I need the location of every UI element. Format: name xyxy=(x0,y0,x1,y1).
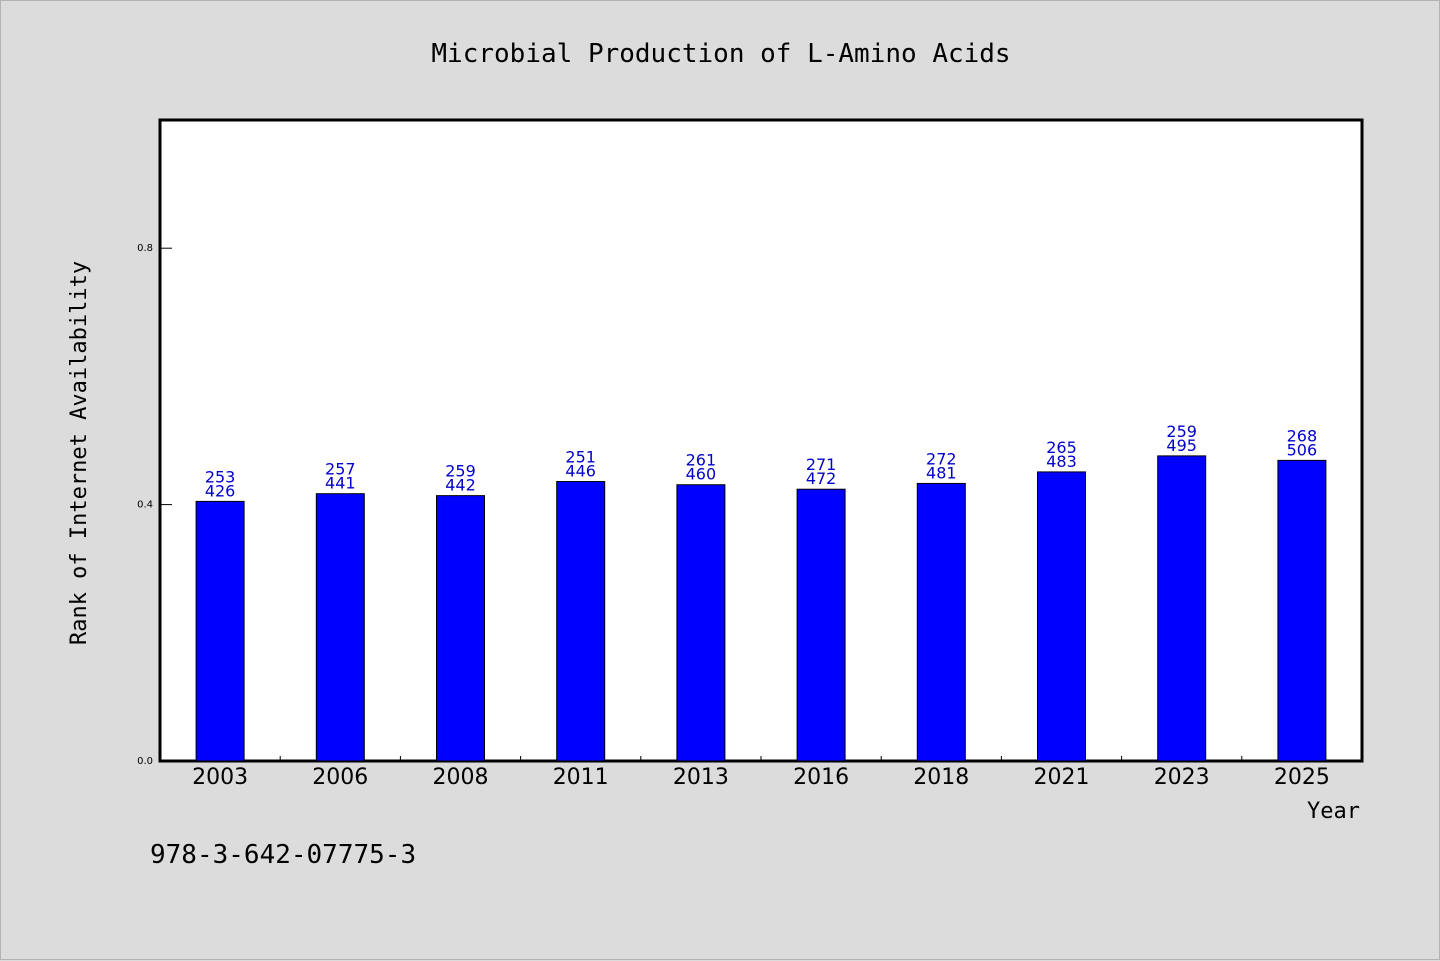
bar-series xyxy=(195,455,1327,762)
bar xyxy=(436,495,485,762)
x-axis-label: Year xyxy=(1307,799,1360,824)
data-label-bottom: 483 xyxy=(1046,452,1077,471)
chart-title: Microbial Production of L-Amino Acids xyxy=(431,39,1010,69)
x-tick-label: 2018 xyxy=(913,765,969,790)
bar xyxy=(1277,459,1327,762)
y-tick-label: 0.4 xyxy=(137,500,153,511)
data-label-bottom: 442 xyxy=(445,476,476,495)
bar xyxy=(1037,471,1086,762)
y-tick-label: 0.0 xyxy=(137,756,153,767)
x-tick-label: 2003 xyxy=(192,765,248,790)
data-label-bottom: 426 xyxy=(205,481,236,500)
y-tick-label: 0.8 xyxy=(137,243,153,254)
bar xyxy=(676,484,726,762)
data-label-bottom: 472 xyxy=(806,469,837,488)
bar xyxy=(556,481,606,762)
x-tick-label: 2023 xyxy=(1154,765,1210,790)
data-label-top: 257 xyxy=(325,460,356,479)
x-tick-label: 2025 xyxy=(1274,765,1330,790)
x-tick-label: 2011 xyxy=(553,765,609,790)
data-label-bottom: 441 xyxy=(325,474,356,493)
bar xyxy=(1157,455,1207,762)
bar xyxy=(195,500,245,762)
data-label-top: 251 xyxy=(565,448,596,467)
x-tick-label: 2013 xyxy=(673,765,729,790)
footer-isbn: 978-3-642-07775-3 xyxy=(150,840,416,870)
data-label-bottom: 506 xyxy=(1287,440,1318,459)
y-axis-label: Rank of Internet Availability xyxy=(67,261,92,645)
data-labels: 2534262574412594422514462614602714722724… xyxy=(205,422,1317,501)
bar xyxy=(916,482,966,762)
data-label-top: 265 xyxy=(1046,438,1077,457)
data-label-bottom: 495 xyxy=(1166,436,1197,455)
x-axis-separators xyxy=(279,756,1243,761)
bar xyxy=(315,493,365,762)
data-label-top: 271 xyxy=(806,455,837,474)
data-label-bottom: 446 xyxy=(565,462,596,481)
data-label-top: 259 xyxy=(445,462,476,481)
x-tick-label: 2008 xyxy=(433,765,489,790)
data-label-top: 259 xyxy=(1166,422,1197,441)
y-axis-ticks: 0.0 0.4 0.8 xyxy=(137,243,172,767)
data-label-top: 261 xyxy=(686,451,717,470)
data-label-top: 268 xyxy=(1287,426,1318,445)
data-label-bottom: 460 xyxy=(686,465,717,484)
bar xyxy=(796,488,846,762)
data-label-top: 272 xyxy=(926,449,957,468)
x-tick-label: 2016 xyxy=(793,765,849,790)
x-tick-label: 2021 xyxy=(1034,765,1090,790)
data-label-bottom: 481 xyxy=(926,463,957,482)
x-axis-tick-labels: 2003 2006 2008 2011 2013 2016 2018 2021 2023 2025 xyxy=(192,765,1330,790)
data-label-top: 253 xyxy=(205,467,236,486)
x-tick-label: 2006 xyxy=(312,765,368,790)
